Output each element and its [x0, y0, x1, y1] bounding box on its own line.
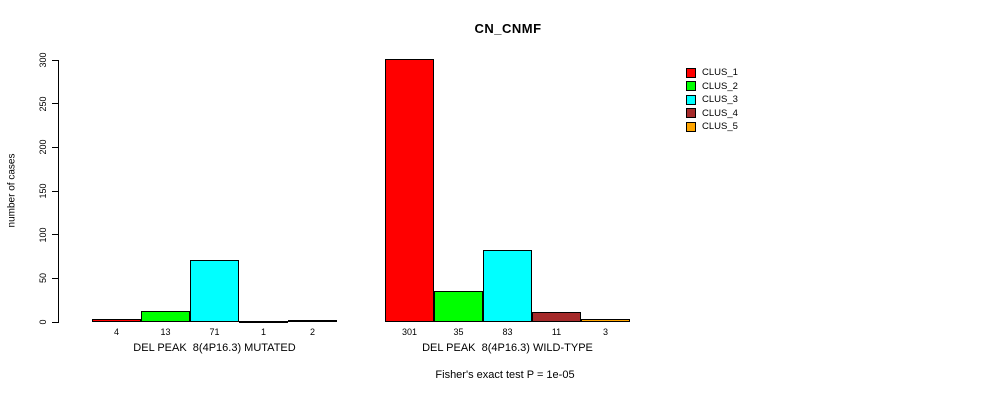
bar-clus_2-group2 [434, 291, 483, 322]
bar-value-label: 13 [160, 327, 171, 337]
bar-clus_1-group1 [92, 318, 141, 322]
bar-clus_5-group2 [581, 319, 630, 322]
bar-value-label: 71 [209, 327, 220, 337]
bar-clus_2-group1 [141, 310, 190, 322]
y-tick [52, 277, 58, 279]
legend-swatch [686, 81, 696, 92]
chart-title: CN_CNMF [474, 21, 542, 36]
bar-clus_3-group1 [190, 259, 239, 322]
y-tick [52, 103, 58, 105]
bar-value-label: 83 [502, 327, 513, 337]
y-tick [52, 190, 58, 192]
legend-item: CLUS_2 [686, 80, 738, 94]
bar-value-label: 3 [602, 327, 608, 337]
bar-clus_4-group1 [239, 321, 288, 323]
bar-clus_3-group2 [483, 249, 532, 322]
legend-label: CLUS_2 [702, 80, 738, 92]
bar-value-label: 301 [401, 327, 418, 337]
y-tick-label: 50 [38, 273, 48, 284]
bar-value-label: 11 [551, 327, 562, 337]
legend-swatch [686, 121, 696, 132]
bar-clus_5-group1 [288, 320, 337, 323]
legend-swatch [686, 108, 696, 119]
y-axis-label: number of cases [6, 153, 18, 228]
legend-swatch [686, 67, 696, 78]
y-tick [52, 146, 58, 148]
y-tick-label: 200 [38, 139, 48, 155]
legend-label: CLUS_3 [702, 94, 738, 106]
legend-label: CLUS_4 [702, 107, 738, 119]
y-tick-label: 0 [38, 319, 48, 325]
y-tick-label: 100 [38, 227, 48, 243]
bar-value-label: 4 [113, 327, 119, 337]
legend-item: CLUS_1 [686, 66, 738, 80]
y-tick-label: 150 [38, 183, 48, 199]
legend-label: CLUS_5 [702, 121, 738, 133]
y-tick [52, 234, 58, 236]
legend: CLUS_1 CLUS_2 CLUS_3 CLUS_4 CLUS_5 [686, 66, 738, 134]
bar-value-label: 2 [309, 327, 315, 337]
legend-swatch [686, 94, 696, 105]
group-label: DEL PEAK 8(4P16.3) WILD-TYPE [422, 342, 593, 354]
bar-value-label: 35 [453, 327, 464, 337]
legend-item: CLUS_4 [686, 107, 738, 121]
legend-item: CLUS_5 [686, 120, 738, 134]
bar-clus_4-group2 [532, 312, 581, 322]
bar-value-label: 1 [260, 327, 266, 337]
y-axis-line [58, 60, 59, 323]
legend-item: CLUS_3 [686, 93, 738, 107]
y-tick [52, 59, 58, 61]
footer-note: Fisher's exact test P = 1e-05 [435, 369, 575, 381]
legend-label: CLUS_1 [702, 67, 738, 79]
group-label: DEL PEAK 8(4P16.3) MUTATED [133, 342, 296, 354]
y-tick-label: 300 [38, 52, 48, 68]
bar-clus_1-group2 [385, 59, 434, 322]
y-tick [52, 321, 58, 323]
y-tick-label: 250 [38, 96, 48, 112]
